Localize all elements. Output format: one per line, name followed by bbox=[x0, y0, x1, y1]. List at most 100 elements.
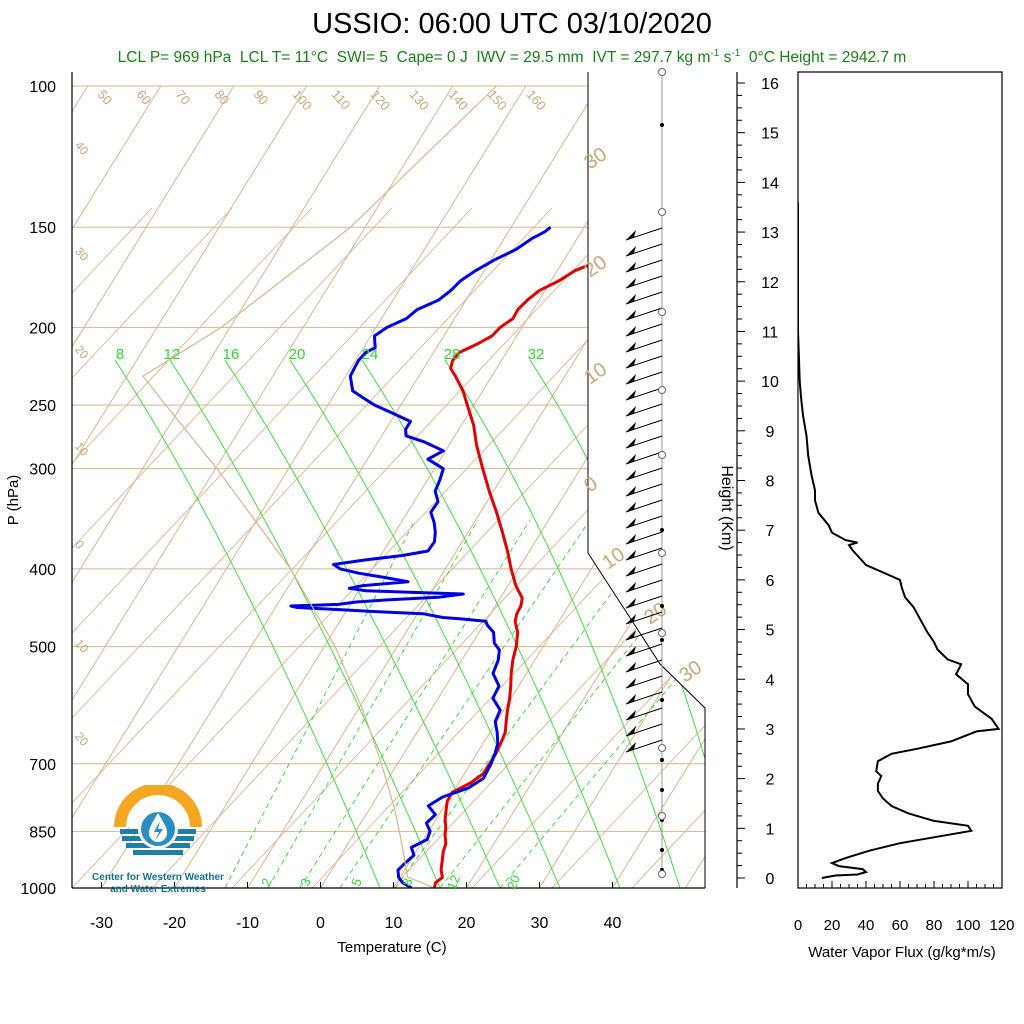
dry-adiabat-line bbox=[471, 639, 705, 888]
height-tick-label: 5 bbox=[766, 623, 775, 640]
isotherm-top-label: 150 bbox=[485, 87, 510, 113]
moist-adiabat-line bbox=[444, 359, 681, 888]
wind-barb bbox=[625, 307, 663, 321]
height-tick-label: 16 bbox=[761, 76, 779, 93]
adiabat-left-label: 10 bbox=[72, 636, 92, 655]
dry-adiabat-line bbox=[391, 554, 705, 888]
wind-barb-flag bbox=[626, 630, 636, 640]
wind-barb-flag bbox=[626, 582, 636, 592]
mixing-ratio-label: 16 bbox=[223, 346, 240, 363]
logo-caption-line1: Center for Western Weather bbox=[92, 872, 224, 883]
height-tick-label: 13 bbox=[761, 225, 779, 242]
moist-adiabat-line bbox=[224, 359, 501, 888]
wind-barb bbox=[625, 739, 663, 753]
isotherm-top-label: 70 bbox=[173, 87, 194, 108]
lcl-temperature: LCL T= 11°C bbox=[239, 49, 329, 67]
wind-barb-flag bbox=[626, 390, 636, 400]
dry-adiabat-line bbox=[72, 207, 633, 804]
wind-barb-flag bbox=[626, 406, 636, 416]
wind-barb bbox=[625, 371, 663, 385]
wind-barb bbox=[625, 387, 663, 401]
wind-barb-flag bbox=[626, 470, 636, 480]
isotherm-top-label: 90 bbox=[251, 87, 272, 108]
chart-subtitle: LCL P= 969 hPa LCL T= 11°C SWI= 5 Cape= … bbox=[0, 48, 1024, 67]
wind-panel-border bbox=[587, 72, 706, 888]
wind-barb bbox=[625, 323, 663, 337]
pressure-tick-label: 700 bbox=[29, 757, 56, 774]
wind-level-dot bbox=[660, 848, 664, 852]
freezing-height: 0°C Height = 2942.7 m bbox=[748, 49, 907, 67]
mixing-ratio-label: 28 bbox=[444, 346, 461, 363]
wind-barb-flag bbox=[626, 534, 636, 544]
wind-barb bbox=[625, 275, 663, 289]
height-tick-label: 14 bbox=[761, 175, 779, 192]
calm-wind-circle bbox=[658, 870, 666, 878]
isotherm-line bbox=[72, 85, 381, 584]
wind-barb-flag bbox=[626, 262, 636, 272]
wind-barb-flag bbox=[626, 278, 636, 288]
pressure-tick-label: 300 bbox=[29, 462, 56, 479]
wind-barb bbox=[625, 611, 663, 625]
wind-barb-flag bbox=[626, 566, 636, 576]
parcel-profile-line bbox=[142, 85, 497, 888]
wind-barb-flag bbox=[626, 230, 636, 240]
wind-barb bbox=[625, 403, 663, 417]
wind-level-dot bbox=[660, 528, 664, 532]
wind-barb bbox=[625, 627, 663, 641]
flux-tick-label: 20 bbox=[824, 917, 841, 934]
chart-title: USSIO: 06:00 UTC 03/10/2020 bbox=[312, 8, 712, 40]
mixing-ratio-bottom-label: 20 bbox=[504, 873, 523, 892]
pressure-tick-label: 500 bbox=[29, 640, 56, 657]
mixing-ratio-bottom-label: 8 bbox=[399, 876, 416, 888]
temperature-tick-label: 30 bbox=[531, 915, 549, 932]
isotherm-top-label: 160 bbox=[524, 87, 549, 113]
wind-barb-flag bbox=[626, 374, 636, 384]
wind-barb bbox=[625, 691, 663, 705]
isotherm-line bbox=[72, 85, 454, 702]
mixing-ratio-label: 20 bbox=[289, 346, 306, 363]
dry-adiabat-line bbox=[952, 208, 1024, 888]
height-tick-label: 2 bbox=[766, 772, 775, 789]
isotherm-line bbox=[101, 85, 600, 888]
wind-barb bbox=[625, 291, 663, 305]
mixing-ratio-label: 12 bbox=[164, 346, 181, 363]
calm-wind-circle bbox=[658, 629, 666, 637]
calm-wind-circle bbox=[658, 386, 666, 394]
wind-barb-flag bbox=[626, 726, 636, 736]
wind-barb bbox=[625, 355, 663, 369]
wind-barb bbox=[625, 259, 663, 273]
mixing-ratio-label: 24 bbox=[362, 346, 379, 363]
calm-wind-circle bbox=[658, 68, 666, 76]
wind-barb bbox=[625, 467, 663, 481]
isotherm-top-label: 50 bbox=[95, 87, 116, 108]
pressure-tick-label: 1000 bbox=[20, 881, 56, 898]
height-tick-label: 10 bbox=[761, 374, 779, 391]
temperature-tick-label: -10 bbox=[236, 915, 259, 932]
cape-value: Cape= 0 J bbox=[396, 49, 468, 67]
swi-value: SWI= 5 bbox=[336, 49, 388, 67]
height-tick-label: 8 bbox=[766, 474, 775, 491]
isotherm-line bbox=[466, 502, 705, 888]
adiabat-left-label: 20 bbox=[72, 729, 92, 748]
wind-barb bbox=[625, 483, 663, 497]
isotherm-line bbox=[539, 620, 705, 888]
cw3e-logo-icon bbox=[114, 783, 202, 855]
dry-adiabat-line bbox=[72, 207, 553, 719]
calm-wind-circle bbox=[658, 744, 666, 752]
wind-barb bbox=[625, 243, 663, 257]
temperature-tick-label: -30 bbox=[90, 915, 113, 932]
height-tick-label: 15 bbox=[761, 126, 779, 143]
pressure-tick-label: 850 bbox=[29, 824, 56, 841]
wind-barb bbox=[625, 595, 663, 609]
adiabat-left-label: 30 bbox=[72, 244, 92, 263]
pressure-axis-title: P (hPa) bbox=[5, 475, 22, 526]
mixing-ratio-line bbox=[339, 519, 591, 888]
height-tick-label: 11 bbox=[762, 324, 779, 341]
pressure-tick-label: 400 bbox=[29, 562, 56, 579]
wind-level-dot bbox=[660, 604, 664, 608]
flux-tick-label: 40 bbox=[858, 917, 875, 934]
pressure-tick-label: 150 bbox=[29, 220, 56, 237]
dry-adiabat-line bbox=[231, 384, 705, 888]
wind-barb bbox=[625, 435, 663, 449]
